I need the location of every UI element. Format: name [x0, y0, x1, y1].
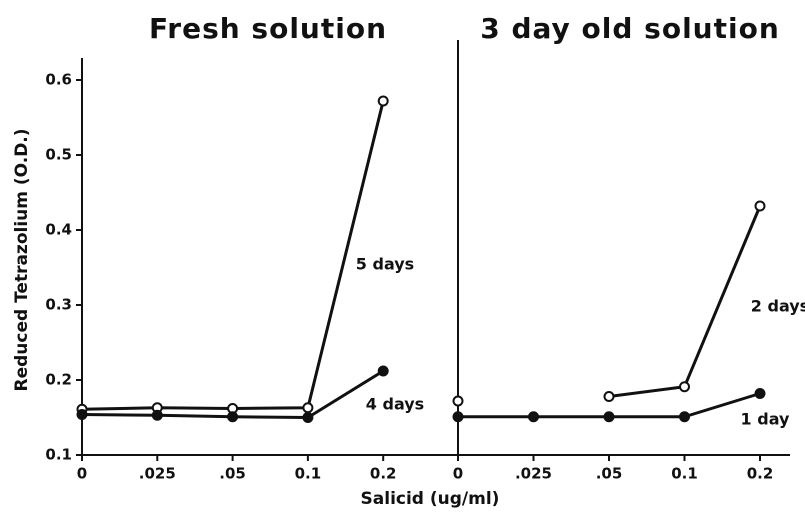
data-point: [302, 412, 314, 423]
x-tick-label: 0: [453, 465, 463, 483]
series-label: 2 days: [751, 297, 805, 316]
data-point: [603, 411, 615, 423]
x-axis-label: Salicid (ug/ml): [361, 489, 500, 509]
data-point: [754, 200, 766, 212]
data-point: [528, 411, 539, 423]
y-tick-label: 0.1: [45, 446, 72, 464]
x-tick-label: 0.2: [370, 465, 397, 483]
data-point: [679, 381, 690, 393]
series-label: 4 days: [366, 395, 424, 414]
data-point: [377, 95, 389, 107]
data-point: [151, 409, 163, 421]
x-tick-label: .05: [596, 465, 623, 483]
y-tick-label: 0.5: [45, 146, 72, 164]
y-tick-label: 0.6: [45, 71, 72, 89]
series-label: 1 day: [741, 410, 790, 429]
series-label: 5 days: [356, 255, 414, 274]
y-tick-label: 0.3: [45, 296, 72, 314]
y-tick-label: 0.4: [45, 221, 72, 239]
x-tick-label: 0.1: [671, 465, 698, 483]
chart-title: Fresh solution: [149, 12, 387, 45]
y-axis-label: Reduced Tetrazolium (O.D.): [12, 128, 32, 391]
x-tick-label: .025: [515, 465, 552, 483]
data-point: [603, 391, 615, 402]
data-point: [377, 365, 389, 377]
data-point: [754, 388, 766, 399]
data-point: [679, 411, 690, 423]
data-point: [76, 409, 88, 420]
data-point: [452, 395, 464, 407]
data-point: [452, 411, 464, 423]
x-tick-label: 0: [77, 465, 87, 483]
y-tick-label: 0.2: [45, 371, 72, 389]
x-tick-label: .025: [139, 465, 176, 483]
series-line: [81, 100, 385, 411]
x-tick-label: .05: [219, 465, 246, 483]
data-point: [227, 411, 239, 423]
x-tick-label: 0.1: [295, 465, 322, 483]
series-line: [608, 205, 762, 398]
data-point: [302, 402, 314, 414]
chart-title: 3 day old solution: [480, 12, 780, 45]
x-tick-label: 0.2: [747, 465, 774, 483]
